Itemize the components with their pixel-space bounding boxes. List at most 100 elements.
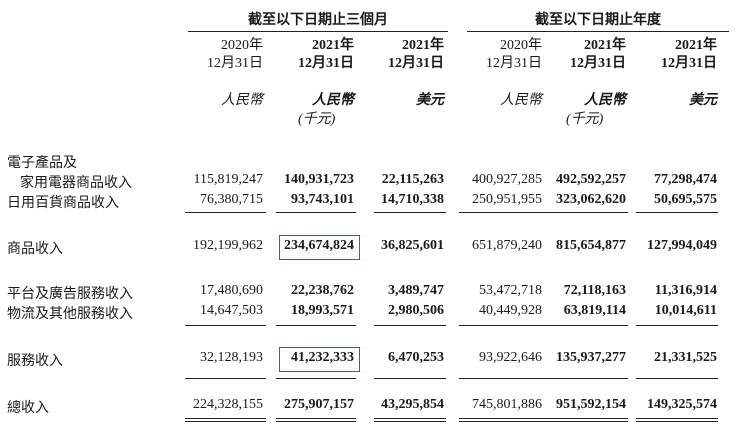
col-3-currency: 人民幣	[500, 93, 542, 108]
subtotal-rule-col-4	[544, 212, 628, 213]
row-label-product-revenue: 商品收入	[7, 242, 63, 257]
cell-product-col-2: 36,825,601	[381, 238, 444, 253]
group-title-three-months: 截至以下日期止三個月	[248, 13, 388, 28]
col-2-currency: 美元	[416, 93, 444, 108]
cell-service-col-4: 135,937,277	[556, 350, 626, 365]
col-1-unit: (千元)	[298, 112, 336, 127]
col-3-date: 12月31日	[486, 56, 542, 71]
subtotal-rule-col-3	[459, 212, 544, 213]
double-rule-a-col-4	[544, 418, 628, 419]
cell-service-col-0: 32,128,193	[200, 350, 263, 365]
subtotal2-rule-col-4	[544, 325, 628, 326]
cell-logistics-col-2: 2,980,506	[388, 303, 444, 318]
cell-general-col-4: 323,062,620	[556, 192, 626, 207]
col-0-currency: 人民幣	[221, 93, 263, 108]
cell-platform-col-3: 53,472,718	[479, 283, 542, 298]
col-5-year: 2021年	[675, 38, 717, 53]
cell-logistics-col-5: 10,014,611	[654, 303, 717, 318]
cell-total-col-4: 951,592,154	[556, 397, 626, 412]
subtotal-rule-col-0	[185, 212, 266, 213]
subtotal-rule-col-2	[374, 212, 446, 213]
row-label-electronics: 家用電器商品收入	[20, 176, 132, 191]
cell-platform-col-0: 17,480,690	[200, 283, 263, 298]
cell-electronics-col-1: 140,931,723	[284, 172, 354, 187]
cell-product-col-0: 192,199,962	[193, 238, 263, 253]
col-2-date: 12月31日	[388, 56, 444, 71]
cell-service-col-1: 41,232,333	[291, 350, 354, 365]
subtotal2-rule-col-5	[636, 325, 718, 326]
col-1-date: 12月31日	[298, 56, 354, 71]
double-rule-a-col-1	[276, 418, 356, 419]
row-label-logistics-other: 物流及其他服務收入	[7, 307, 133, 322]
cell-product-col-3: 651,879,240	[472, 238, 542, 253]
col-4-unit: (千元)	[566, 112, 604, 127]
col-3-year: 2020年	[500, 38, 542, 53]
cell-service-col-2: 6,470,253	[388, 350, 444, 365]
double-rule-b-col-5	[636, 421, 718, 422]
row-label-electronics-heading: 電子產品及	[7, 156, 77, 171]
subtotal2-rule-col-0	[185, 325, 266, 326]
group-rule-three-months	[188, 31, 448, 32]
cell-product-col-4: 815,654,877	[556, 238, 626, 253]
row-label-total-revenue: 總收入	[7, 401, 49, 416]
cell-service-col-5: 21,331,525	[654, 350, 717, 365]
subtotal2-rule-col-1	[276, 325, 356, 326]
col-4-year: 2021年	[584, 38, 626, 53]
cell-product-col-5: 127,994,049	[647, 238, 717, 253]
cell-total-col-0: 224,328,155	[193, 397, 263, 412]
total-rule-col-3	[459, 378, 544, 379]
cell-electronics-col-0: 115,819,247	[193, 172, 263, 187]
subtotal-rule-col-1	[276, 212, 356, 213]
col-4-currency: 人民幣	[584, 93, 626, 108]
total-rule-col-0	[185, 378, 266, 379]
cell-general-col-5: 50,695,575	[654, 192, 717, 207]
col-2-year: 2021年	[402, 38, 444, 53]
cell-electronics-col-2: 22,115,263	[381, 172, 444, 187]
cell-platform-col-4: 72,118,163	[563, 283, 626, 298]
row-label-platform-advertising: 平台及廣告服務收入	[7, 287, 133, 302]
group-title-year: 截至以下日期止年度	[535, 13, 661, 28]
cell-electronics-col-3: 400,927,285	[472, 172, 542, 187]
cell-general-col-0: 76,380,715	[200, 192, 263, 207]
highlight-box-service-revenue	[279, 347, 360, 372]
subtotal-rule-col-5	[636, 212, 718, 213]
cell-platform-col-1: 22,238,762	[291, 283, 354, 298]
cell-product-col-1: 234,674,824	[284, 238, 354, 253]
double-rule-b-col-3	[459, 421, 544, 422]
cell-total-col-3: 745,801,886	[472, 397, 542, 412]
col-1-year: 2021年	[312, 38, 354, 53]
total-rule-col-1	[276, 378, 356, 379]
cell-general-col-2: 14,710,338	[381, 192, 444, 207]
double-rule-a-col-2	[374, 418, 446, 419]
group-rule-year	[467, 31, 729, 32]
col-1-currency: 人民幣	[312, 93, 354, 108]
total-rule-col-5	[636, 378, 718, 379]
double-rule-b-col-2	[374, 421, 446, 422]
cell-total-col-1: 275,907,157	[284, 397, 354, 412]
cell-logistics-col-0: 14,647,503	[200, 303, 263, 318]
double-rule-a-col-3	[459, 418, 544, 419]
double-rule-b-col-4	[544, 421, 628, 422]
cell-logistics-col-4: 63,819,114	[563, 303, 626, 318]
subtotal2-rule-col-3	[459, 325, 544, 326]
cell-electronics-col-4: 492,592,257	[556, 172, 626, 187]
col-5-currency: 美元	[689, 93, 717, 108]
cell-general-col-3: 250,951,955	[472, 192, 542, 207]
cell-total-col-2: 43,295,854	[381, 397, 444, 412]
cell-total-col-5: 149,325,574	[647, 397, 717, 412]
subtotal2-rule-col-2	[374, 325, 446, 326]
double-rule-b-col-1	[276, 421, 356, 422]
cell-service-col-3: 93,922,646	[479, 350, 542, 365]
row-label-general-merchandise: 日用百貨商品收入	[7, 196, 119, 211]
cell-logistics-col-1: 18,993,571	[291, 303, 354, 318]
col-4-date: 12月31日	[570, 56, 626, 71]
col-5-date: 12月31日	[661, 56, 717, 71]
total-rule-col-4	[544, 378, 628, 379]
double-rule-a-col-5	[636, 418, 718, 419]
total-rule-col-2	[374, 378, 446, 379]
row-label-service-revenue: 服務收入	[7, 354, 63, 369]
highlight-box-product-revenue	[279, 235, 360, 260]
cell-platform-col-5: 11,316,914	[654, 283, 717, 298]
cell-electronics-col-5: 77,298,474	[654, 172, 717, 187]
cell-general-col-1: 93,743,101	[291, 192, 354, 207]
